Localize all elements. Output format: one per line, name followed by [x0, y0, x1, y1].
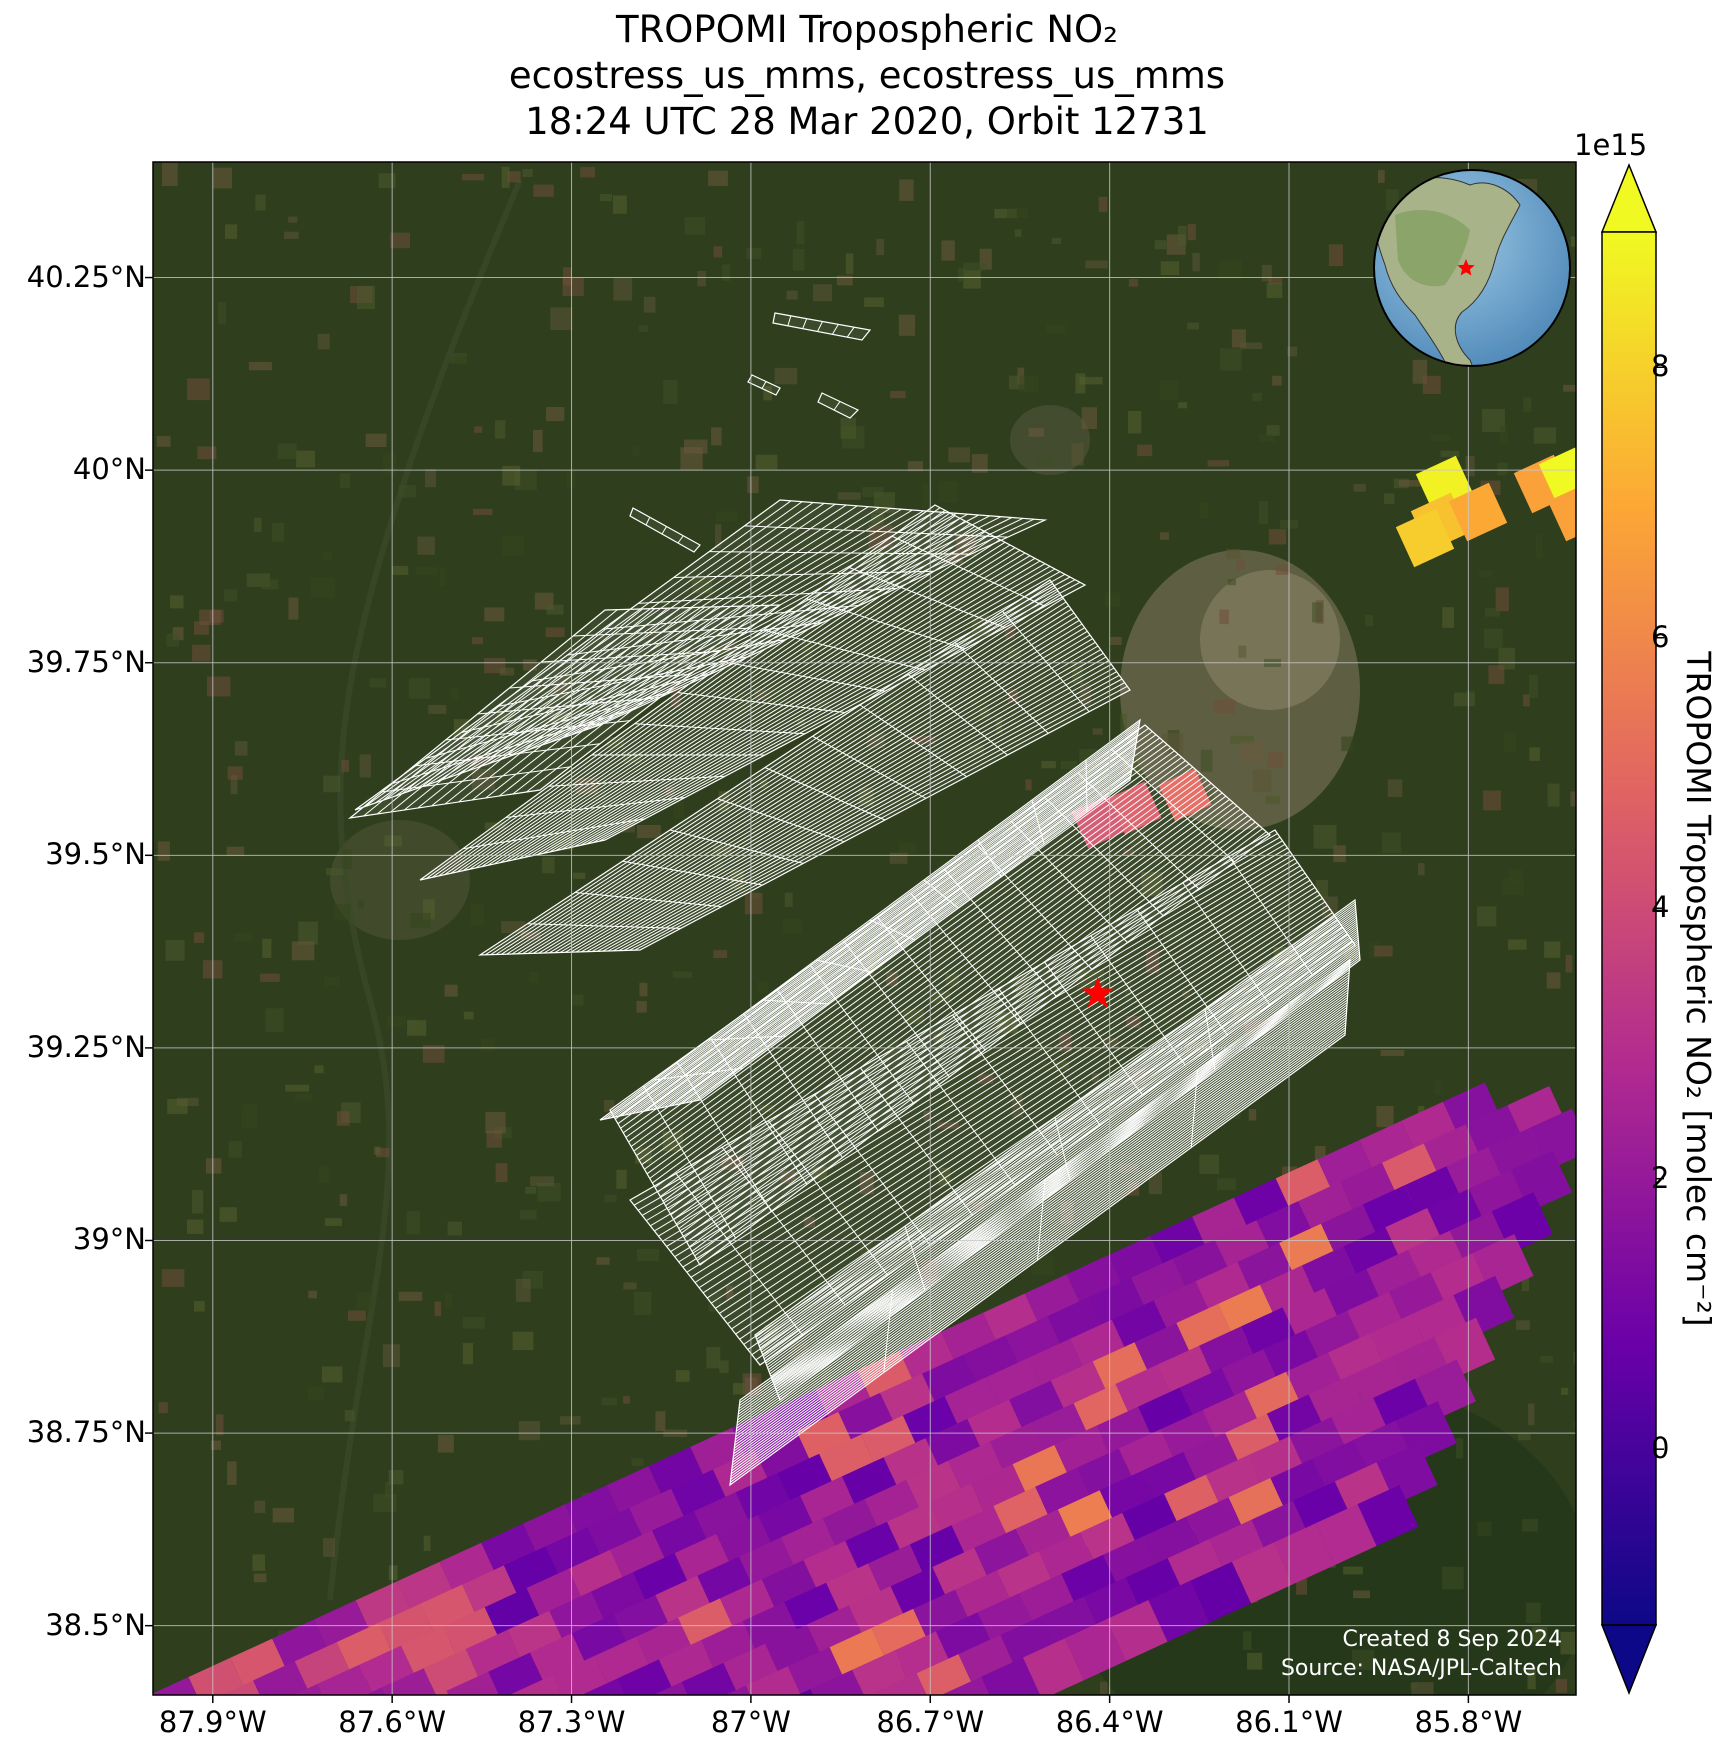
globe-location-star-icon: [1457, 259, 1475, 276]
red-star-icon: [1081, 977, 1114, 1008]
lat-tick-label: 39.5°N: [45, 837, 146, 872]
town-area: [330, 820, 470, 940]
ecostress-footprint-grid: [347, 312, 1361, 1487]
lon-tick-label: 86.1°W: [1235, 1705, 1343, 1739]
colorbar-label: TROPOMI Tropospheric NO₂ [molec cm⁻²]: [1679, 651, 1718, 1327]
colorbar-tick-label: 8: [1651, 349, 1670, 384]
colorbar: [1600, 162, 1664, 1696]
colorbar-gradient: [1602, 232, 1656, 1625]
lat-tick-label: 39.25°N: [26, 1029, 146, 1064]
lon-tick-label: 85.8°W: [1414, 1705, 1523, 1739]
colorbar-tick-label: 2: [1651, 1160, 1670, 1195]
lat-tick-label: 39°N: [72, 1222, 146, 1257]
lat-tick-label: 38.5°N: [45, 1607, 146, 1642]
colorbar-tick-label: 6: [1651, 619, 1670, 654]
footprint-patch: [747, 374, 781, 396]
city-center: [1200, 570, 1340, 710]
globe-icon: [1373, 169, 1571, 367]
axis-ticks: [145, 276, 1470, 1703]
map-frame: [152, 161, 1577, 1696]
lon-tick-label: 87.9°W: [158, 1705, 267, 1739]
colorbar-tick-label: 4: [1651, 890, 1670, 925]
lon-tick-label: 86.7°W: [876, 1705, 985, 1739]
town-area: [1010, 405, 1090, 475]
plot-title-line3: 18:24 UTC 28 Mar 2020, Orbit 12731: [525, 100, 1209, 143]
lon-tick-label: 86.4°W: [1055, 1705, 1164, 1739]
no2-pixel-layer: [153, 447, 1576, 1695]
river-line: [327, 178, 523, 1601]
credit-source: Source: NASA/JPL-Caltech: [1280, 1656, 1562, 1681]
footprint-patch: [729, 958, 1351, 1487]
colorbar-extend-max: [1600, 162, 1658, 233]
footprint-patch: [772, 312, 872, 341]
footprint-patch: [817, 392, 860, 419]
plot-title-line1: TROPOMI Tropospheric NO₂: [616, 8, 1118, 51]
lat-tick-label: 38.75°N: [26, 1415, 146, 1450]
lon-tick-label: 87.6°W: [338, 1705, 447, 1739]
lat-tick-label: 39.75°N: [26, 644, 146, 679]
footprint-patch: [629, 507, 701, 553]
footprint-patch: [477, 579, 1131, 956]
colorbar-tick-label: 0: [1651, 1431, 1670, 1466]
footprint-patch: [419, 504, 1087, 881]
plot-title-line2: ecostress_us_mms, ecostress_us_mms: [508, 54, 1226, 97]
credit-created: Created 8 Sep 2024: [1342, 1627, 1563, 1652]
lon-tick-label: 87°W: [710, 1705, 791, 1739]
lon-tick-label: 87.3°W: [517, 1705, 626, 1739]
colorbar-exponent: 1e15: [1574, 128, 1648, 162]
lat-tick-label: 40.25°N: [26, 259, 146, 294]
lat-lon-gridlines: [153, 162, 1576, 1695]
colorbar-extend-min: [1600, 1624, 1658, 1696]
lat-tick-label: 40°N: [72, 452, 146, 487]
